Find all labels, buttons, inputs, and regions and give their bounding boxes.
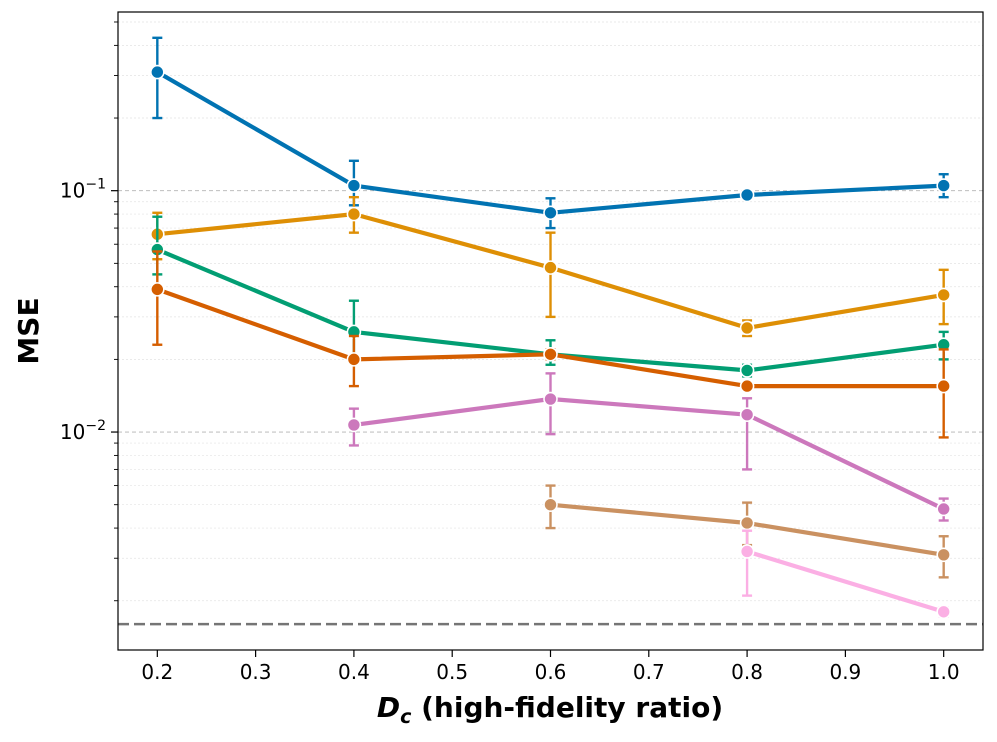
- data-point: [936, 178, 951, 193]
- x-tick-label: 1.0: [928, 660, 960, 684]
- data-point: [543, 260, 558, 275]
- data-point: [936, 501, 951, 517]
- x-axis-label-symbol: D: [377, 691, 400, 724]
- data-point: [936, 378, 951, 394]
- x-tick-label: 0.9: [829, 660, 861, 684]
- data-point: [543, 346, 558, 362]
- data-point: [543, 497, 558, 512]
- x-tick-label: 0.5: [436, 660, 468, 684]
- tick-layer: 10−110−20.2 0.3 0.4 0.5 0.6 0.7 0.8 0.9 1.0: [60, 21, 960, 684]
- data-point: [936, 604, 951, 620]
- x-tick-label: 0.4: [338, 660, 370, 684]
- x-axis-label-subscript: c: [400, 706, 412, 728]
- series-layer: [150, 36, 951, 620]
- y-tick-label-exponent: −1: [85, 177, 106, 193]
- data-point: [346, 352, 362, 367]
- series-purple: [346, 372, 951, 522]
- x-tick-label: 0.2: [141, 660, 173, 684]
- x-axis-label-text: (high-fidelity ratio): [421, 691, 723, 724]
- data-point: [739, 378, 755, 394]
- data-point: [346, 206, 362, 222]
- data-point: [936, 287, 951, 303]
- data-point: [150, 282, 165, 297]
- x-tick-label: 0.3: [240, 660, 272, 684]
- data-point: [739, 187, 755, 203]
- data-point: [739, 407, 755, 422]
- series-pink: [739, 529, 951, 620]
- series-line: [744, 549, 946, 614]
- data-point: [543, 205, 558, 221]
- x-tick-label: 0.6: [535, 660, 567, 684]
- data-point: [739, 515, 755, 531]
- x-tick-label: 0.8: [731, 660, 763, 684]
- x-tick-label: 0.7: [633, 660, 665, 684]
- data-point: [346, 178, 362, 193]
- y-tick-label: 10−1: [60, 177, 106, 203]
- y-tick-label-exponent: −2: [85, 418, 106, 434]
- data-point: [936, 547, 951, 563]
- data-point: [739, 544, 755, 559]
- data-point: [739, 320, 755, 336]
- y-tick-label: 10−2: [60, 418, 106, 444]
- series-red: [150, 250, 951, 439]
- y-tick-label-base: 10: [60, 179, 85, 203]
- data-point: [543, 391, 558, 407]
- data-point: [150, 64, 165, 80]
- series-line: [351, 396, 946, 512]
- data-point: [346, 417, 362, 433]
- y-axis-label: MSE: [12, 297, 45, 364]
- y-tick-label-base: 10: [60, 420, 85, 444]
- series-brown: [543, 484, 951, 579]
- x-axis-label: Dc (high-fidelity ratio): [377, 691, 723, 728]
- data-point: [739, 363, 755, 378]
- series-blue: [150, 36, 951, 230]
